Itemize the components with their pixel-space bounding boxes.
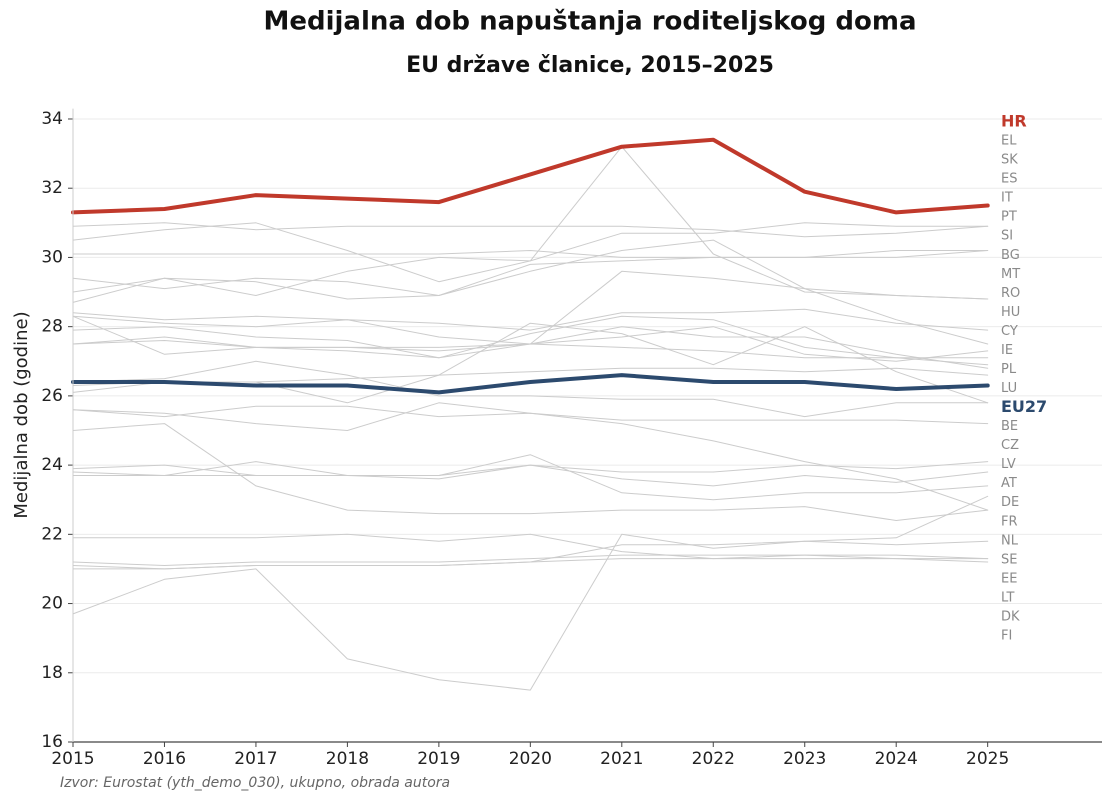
series-line [72,222,989,238]
x-tick-label: 2022 [692,749,735,769]
series-line [72,533,989,560]
x-tick-label: 2024 [875,749,918,769]
y-tick-label: 34 [41,109,63,129]
y-tick-label: 22 [41,524,63,544]
legend-label: NL [1001,533,1019,548]
legend-label: IE [1001,343,1013,358]
series-line [72,454,989,501]
series-line [72,423,989,521]
x-tick-label: 2025 [966,749,1009,769]
series-line [72,402,989,511]
legend-label: IT [1001,191,1013,206]
x-tick-label: 2019 [417,749,460,769]
y-tick-label: 18 [41,663,63,683]
y-tick-label: 30 [41,247,63,267]
legend-label: LT [1001,590,1014,605]
y-tick-label: 20 [41,594,63,614]
x-tick-label: 2018 [326,749,369,769]
legend-label: CZ [1001,438,1019,453]
series-line [71,373,990,395]
legend-label: HU [1001,305,1020,320]
legend-label: BE [1001,419,1018,434]
lines [71,137,990,691]
legend-label: DE [1001,495,1019,510]
series-line [72,461,989,487]
x-tick-label: 2017 [234,749,277,769]
legend-label: BG [1001,248,1020,263]
y-axis-label: Medijalna dob (godine) [11,311,32,518]
y-tick-label: 32 [41,178,63,198]
legend-label: FI [1001,629,1012,644]
x-tick-label: 2021 [600,749,643,769]
legend-label: EL [1001,134,1017,149]
legend-label: PT [1001,210,1017,225]
series-line [72,360,989,418]
legend-label: SE [1001,552,1017,567]
y-tick-label: 28 [41,317,63,337]
grid [73,118,1102,743]
y-tick-label: 26 [41,386,63,406]
series-line [72,222,989,283]
series-line [72,308,989,331]
chart-title: Medijalna dob napuštanja roditeljskog do… [263,7,916,37]
legend-label: HR [1001,112,1027,131]
series-line [72,405,989,425]
series-line [71,137,990,215]
legend-label: MT [1001,267,1020,282]
y-tick-label: 16 [41,732,63,752]
chart-subtitle: EU države članice, 2015–2025 [406,53,774,78]
series-line [72,315,989,369]
legend-label: DK [1001,609,1020,624]
legend-label: PL [1001,362,1017,377]
series-line [72,554,989,566]
legend-label: RO [1001,286,1020,301]
series-line [72,495,989,691]
series-line [72,250,989,258]
series-line [72,250,989,296]
y-tick-label: 24 [41,455,63,475]
legend-label: CY [1001,324,1018,339]
legend-label: LV [1001,457,1016,472]
series-line [72,322,989,404]
series-line [72,558,989,570]
legend-label: EE [1001,571,1017,586]
series-line [72,239,989,300]
legend-label: SK [1001,153,1018,168]
legend-label: LU [1001,381,1017,396]
legend-label: SI [1001,229,1013,244]
legend-label: ES [1001,172,1017,187]
legend-label: EU27 [1001,397,1047,416]
x-tick-label: 2020 [509,749,552,769]
series-line [72,146,989,303]
x-tick-label: 2015 [51,749,94,769]
legend-label: AT [1001,476,1017,491]
source-note: Izvor: Eurostat (yth_demo_030), ukupno, … [60,775,450,791]
x-tick-label: 2016 [143,749,186,769]
legend-label: FR [1001,514,1018,529]
series-line [72,315,989,359]
x-tick-label: 2023 [783,749,826,769]
